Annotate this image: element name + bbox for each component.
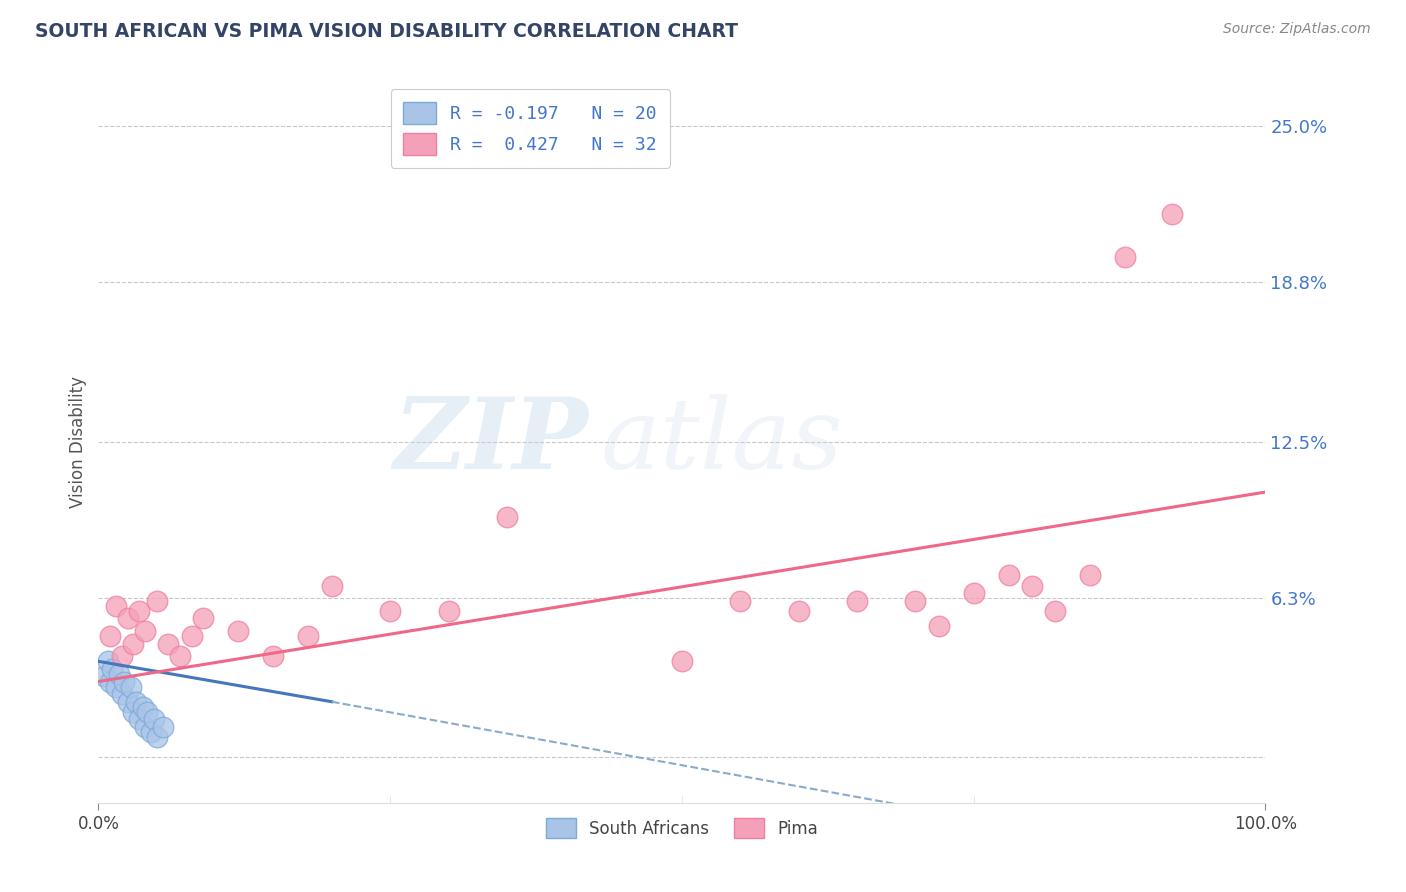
Point: [117, 695, 139, 709]
Point: [380, 604, 402, 618]
Point: [157, 637, 180, 651]
Point: [104, 599, 127, 613]
Point: [193, 611, 215, 625]
Point: [122, 637, 145, 651]
Point: [132, 699, 155, 714]
Point: [104, 680, 127, 694]
Point: [1114, 250, 1136, 264]
Point: [111, 649, 134, 664]
Point: [125, 695, 148, 709]
Point: [297, 629, 319, 643]
Point: [1161, 207, 1184, 221]
Point: [846, 593, 869, 607]
Point: [122, 705, 145, 719]
Point: [117, 611, 139, 625]
Point: [98, 629, 121, 643]
Point: [93, 669, 115, 683]
Point: [262, 649, 284, 664]
Point: [496, 510, 519, 524]
Point: [228, 624, 250, 638]
Legend: South Africans, Pima: South Africans, Pima: [538, 812, 825, 845]
Point: [120, 680, 142, 694]
Point: [671, 654, 693, 668]
Point: [904, 593, 927, 607]
Point: [98, 674, 121, 689]
Point: [1045, 604, 1067, 618]
Point: [787, 604, 810, 618]
Point: [1021, 578, 1043, 592]
Text: Source: ZipAtlas.com: Source: ZipAtlas.com: [1223, 22, 1371, 37]
Text: ZIP: ZIP: [394, 393, 589, 490]
Point: [134, 720, 156, 734]
Point: [730, 593, 752, 607]
Text: SOUTH AFRICAN VS PIMA VISION DISABILITY CORRELATION CHART: SOUTH AFRICAN VS PIMA VISION DISABILITY …: [35, 22, 738, 41]
Point: [962, 586, 984, 600]
Point: [139, 725, 162, 739]
Point: [437, 604, 460, 618]
Text: atlas: atlas: [600, 394, 844, 489]
Point: [128, 713, 150, 727]
Point: [108, 667, 131, 681]
Point: [111, 687, 134, 701]
Point: [321, 578, 343, 592]
Point: [146, 730, 169, 744]
Point: [169, 649, 191, 664]
Y-axis label: Vision Disability: Vision Disability: [69, 376, 87, 508]
Point: [146, 593, 169, 607]
Point: [1080, 568, 1102, 582]
Point: [112, 674, 135, 689]
Point: [152, 720, 174, 734]
Point: [128, 604, 150, 618]
Point: [997, 568, 1019, 582]
Point: [134, 624, 156, 638]
Point: [143, 713, 166, 727]
Point: [97, 654, 120, 668]
Point: [136, 705, 159, 719]
Point: [180, 629, 202, 643]
Point: [101, 662, 124, 676]
Point: [928, 619, 950, 633]
